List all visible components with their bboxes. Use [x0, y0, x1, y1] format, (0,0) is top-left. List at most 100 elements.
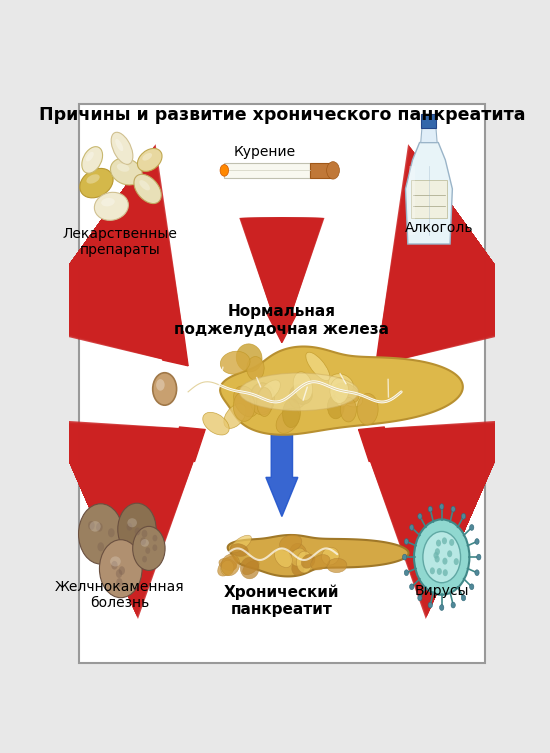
Polygon shape [359, 429, 477, 538]
Polygon shape [66, 202, 188, 366]
Ellipse shape [134, 174, 161, 203]
Ellipse shape [290, 548, 306, 566]
Polygon shape [376, 173, 519, 366]
Polygon shape [359, 429, 504, 597]
Circle shape [410, 584, 414, 590]
Polygon shape [263, 218, 300, 343]
Ellipse shape [116, 139, 123, 151]
Polygon shape [262, 218, 302, 343]
Ellipse shape [276, 408, 299, 434]
Bar [310, 163, 333, 178]
Polygon shape [50, 179, 188, 366]
Polygon shape [376, 196, 502, 366]
Circle shape [119, 566, 125, 575]
Circle shape [116, 578, 123, 587]
Ellipse shape [327, 558, 347, 573]
Polygon shape [51, 420, 205, 619]
Polygon shape [376, 179, 514, 366]
Polygon shape [376, 188, 508, 366]
Circle shape [79, 504, 123, 564]
Polygon shape [75, 214, 188, 366]
Ellipse shape [80, 169, 113, 198]
Polygon shape [359, 429, 500, 589]
Ellipse shape [141, 539, 149, 547]
Ellipse shape [290, 384, 312, 404]
Polygon shape [359, 429, 492, 571]
Polygon shape [258, 218, 305, 343]
Polygon shape [25, 144, 188, 366]
Polygon shape [162, 331, 188, 366]
Circle shape [477, 554, 481, 560]
Polygon shape [421, 114, 437, 128]
Ellipse shape [221, 351, 250, 374]
Polygon shape [246, 218, 318, 343]
Text: Желчнокаменная
болезнь: Желчнокаменная болезнь [55, 581, 185, 611]
Polygon shape [68, 429, 205, 581]
Circle shape [152, 535, 157, 541]
Circle shape [414, 520, 470, 595]
Polygon shape [57, 429, 205, 604]
Polygon shape [359, 429, 491, 568]
Polygon shape [376, 208, 493, 366]
Circle shape [435, 548, 440, 555]
Polygon shape [257, 218, 307, 343]
Polygon shape [53, 426, 205, 612]
Polygon shape [52, 423, 205, 616]
Polygon shape [249, 218, 315, 343]
Polygon shape [359, 429, 493, 572]
Polygon shape [77, 429, 205, 559]
Ellipse shape [82, 147, 102, 173]
Polygon shape [71, 429, 205, 572]
Circle shape [470, 584, 474, 590]
Polygon shape [82, 224, 188, 366]
Circle shape [449, 539, 454, 546]
Polygon shape [51, 422, 205, 617]
Bar [409, 166, 415, 235]
Polygon shape [248, 218, 316, 343]
Polygon shape [55, 429, 205, 609]
Circle shape [430, 567, 435, 575]
Ellipse shape [240, 557, 259, 579]
Polygon shape [70, 208, 188, 366]
Polygon shape [359, 429, 496, 581]
Polygon shape [359, 428, 509, 611]
Polygon shape [89, 429, 205, 532]
Polygon shape [179, 427, 205, 462]
Polygon shape [266, 429, 298, 517]
Polygon shape [376, 155, 532, 366]
Polygon shape [359, 429, 505, 601]
Polygon shape [84, 226, 188, 366]
Polygon shape [240, 218, 324, 343]
Ellipse shape [95, 192, 128, 221]
Polygon shape [277, 218, 287, 343]
Polygon shape [47, 176, 188, 366]
Polygon shape [359, 429, 475, 532]
Polygon shape [359, 429, 490, 566]
Polygon shape [376, 154, 533, 366]
Polygon shape [36, 161, 188, 366]
Circle shape [126, 523, 133, 531]
Circle shape [454, 558, 459, 565]
Ellipse shape [230, 535, 251, 553]
Bar [224, 163, 310, 178]
Text: Причины и развитие хронического панкреатита: Причины и развитие хронического панкреат… [39, 106, 525, 124]
Polygon shape [271, 218, 293, 343]
Circle shape [437, 568, 442, 575]
Polygon shape [359, 423, 512, 616]
Circle shape [97, 542, 104, 551]
Polygon shape [37, 163, 188, 366]
Polygon shape [376, 331, 402, 366]
Polygon shape [31, 154, 188, 366]
Circle shape [220, 165, 229, 176]
Polygon shape [359, 429, 488, 562]
Polygon shape [263, 218, 301, 343]
Text: Лекарственные
препараты: Лекарственные препараты [63, 227, 177, 257]
Circle shape [418, 595, 422, 601]
Polygon shape [266, 218, 298, 343]
Polygon shape [359, 429, 495, 578]
Polygon shape [34, 158, 188, 366]
Polygon shape [268, 218, 295, 343]
Ellipse shape [279, 535, 302, 551]
Ellipse shape [296, 551, 312, 573]
Ellipse shape [293, 372, 312, 401]
